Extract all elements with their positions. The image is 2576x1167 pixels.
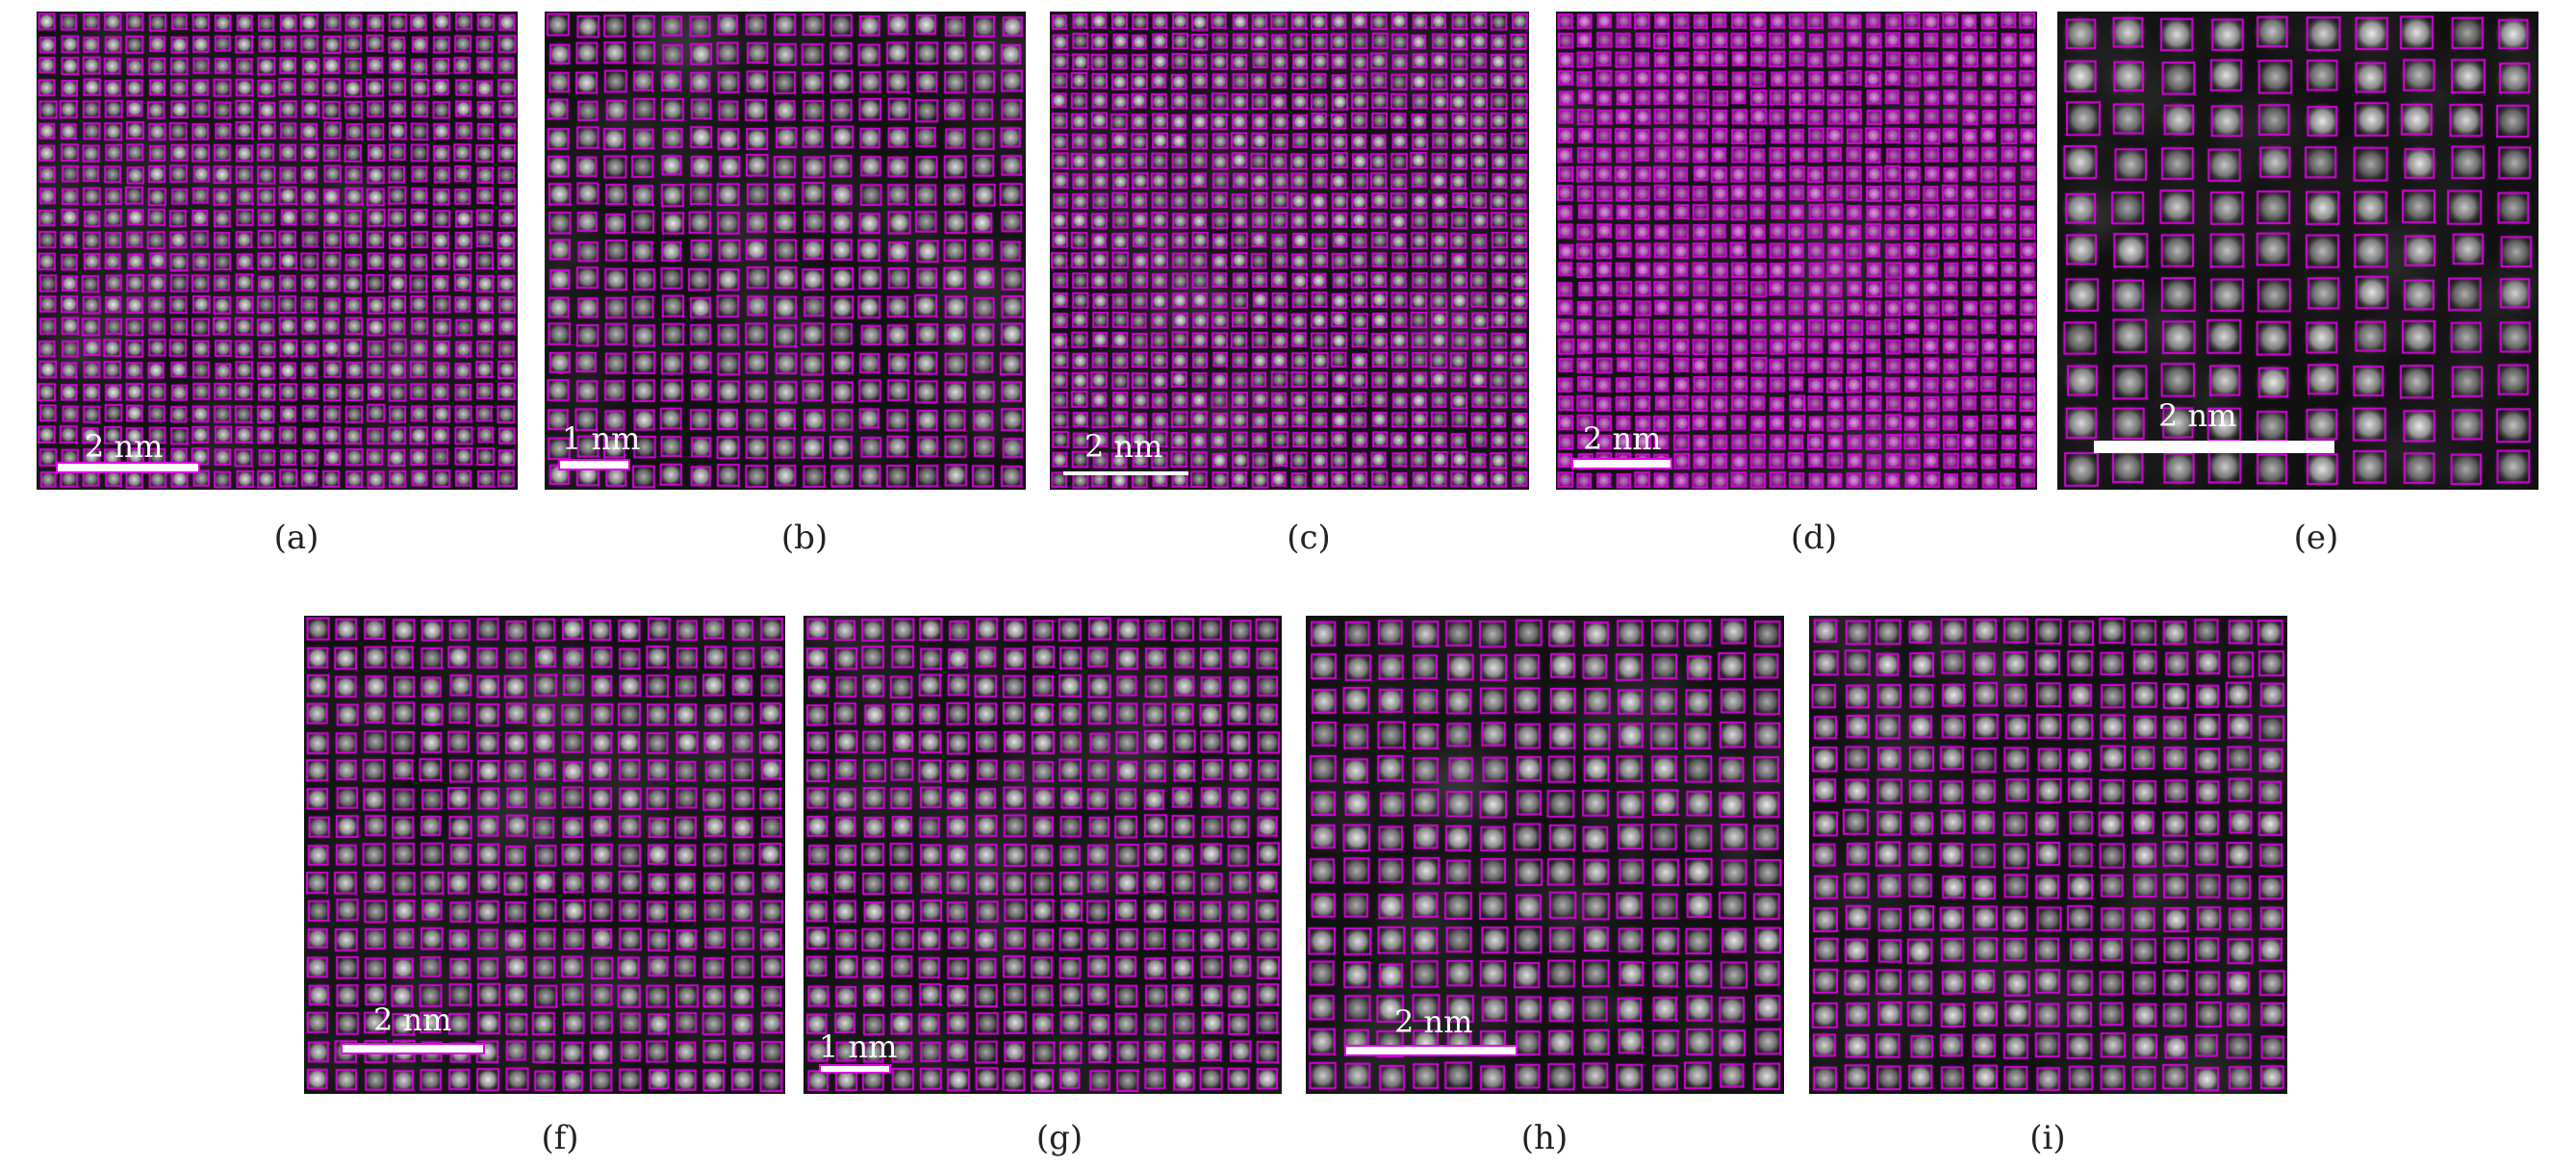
micrograph-panel-h: 2 nm xyxy=(1306,616,1784,1094)
caption-i: (i) xyxy=(2029,1119,2066,1157)
micrograph-image xyxy=(803,616,1282,1094)
scale-bar xyxy=(1344,1045,1518,1056)
scale-bar xyxy=(56,462,200,473)
micrograph-panel-f: 2 nm xyxy=(304,616,785,1094)
scale-label: 2 nm xyxy=(2158,397,2237,434)
micrograph-panel-a: 2 nm xyxy=(37,12,518,490)
scale-bar xyxy=(1063,471,1188,475)
caption-d: (d) xyxy=(1790,519,1838,557)
caption-e: (e) xyxy=(2293,519,2339,557)
micrograph-image xyxy=(1556,12,2037,490)
scale-bar xyxy=(819,1064,891,1074)
caption-g: (g) xyxy=(1035,1119,1084,1157)
scale-bar xyxy=(341,1043,485,1054)
caption-f: (f) xyxy=(541,1119,579,1157)
caption-h: (h) xyxy=(1520,1119,1569,1157)
micrograph-panel-i xyxy=(1809,616,2287,1094)
scale-label: 2 nm xyxy=(1394,1003,1473,1040)
scale-bar xyxy=(1571,458,1672,469)
caption-b: (b) xyxy=(780,519,829,557)
scale-label: 1 nm xyxy=(819,1028,898,1065)
micrograph-panel-g: 1 nm xyxy=(803,616,1282,1094)
scale-bar xyxy=(558,459,630,470)
scale-label: 2 nm xyxy=(373,1002,452,1038)
micrograph-image xyxy=(545,12,1026,490)
micrograph-image xyxy=(1306,616,1784,1094)
micrograph-panel-b: 1 nm xyxy=(545,12,1026,490)
caption-c: (c) xyxy=(1287,519,1331,557)
scale-label: 1 nm xyxy=(562,420,641,457)
micrograph-image xyxy=(1809,616,2287,1094)
caption-a: (a) xyxy=(273,519,319,557)
micrograph-panel-e: 2 nm xyxy=(2057,12,2538,490)
micrograph-image xyxy=(1050,12,1529,490)
micrograph-image xyxy=(37,12,518,490)
scale-label: 2 nm xyxy=(1084,428,1163,465)
micrograph-panel-d: 2 nm xyxy=(1556,12,2037,490)
micrograph-image xyxy=(2057,12,2538,490)
scale-bar xyxy=(2094,441,2334,453)
scale-label: 2 nm xyxy=(85,428,164,465)
micrograph-image xyxy=(304,616,785,1094)
scale-label: 2 nm xyxy=(1583,420,1662,457)
micrograph-panel-c: 2 nm xyxy=(1050,12,1529,490)
